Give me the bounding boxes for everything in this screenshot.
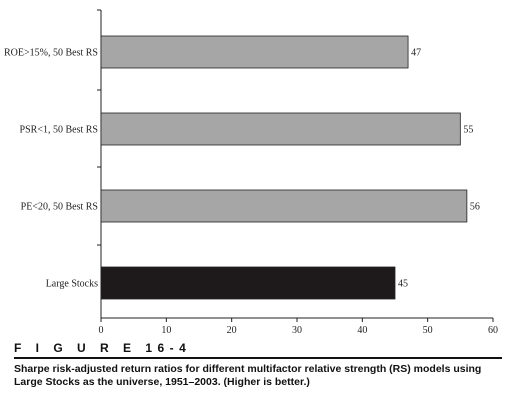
value-label: 45 bbox=[398, 279, 408, 290]
figure-number: F I G U R E 16-4 bbox=[14, 341, 192, 355]
figure-caption: Sharpe risk-adjusted return ratios for d… bbox=[14, 363, 482, 388]
bar bbox=[100, 35, 409, 69]
bar bbox=[100, 112, 461, 146]
x-tick-label: 0 bbox=[99, 325, 104, 336]
caption-rule bbox=[14, 357, 502, 359]
x-tick-label: 60 bbox=[488, 325, 498, 336]
bar bbox=[100, 189, 468, 223]
bar-group bbox=[100, 35, 468, 300]
label-group: ROE>15%, 50 Best RS 47 PSR<1, 50 Best RS 55… bbox=[4, 48, 480, 290]
category-label: ROE>15%, 50 Best RS bbox=[4, 48, 98, 59]
bar-chart: 0 10 20 30 40 50 60 ROE>15%, 50 Best RS 47 PSR<1… bbox=[4, 9, 498, 336]
category-label: Large Stocks bbox=[46, 279, 98, 290]
x-tick-label: 10 bbox=[161, 325, 171, 336]
category-label: PE<20, 50 Best RS bbox=[21, 202, 98, 213]
value-label: 56 bbox=[470, 202, 480, 213]
bar bbox=[100, 266, 396, 300]
x-tick-label: 50 bbox=[423, 325, 433, 336]
x-tick-label: 20 bbox=[227, 325, 237, 336]
x-tick-label: 40 bbox=[357, 325, 367, 336]
category-label: PSR<1, 50 Best RS bbox=[20, 125, 98, 136]
x-tick-label: 30 bbox=[292, 325, 302, 336]
value-label: 55 bbox=[463, 125, 473, 136]
value-label: 47 bbox=[411, 48, 421, 59]
